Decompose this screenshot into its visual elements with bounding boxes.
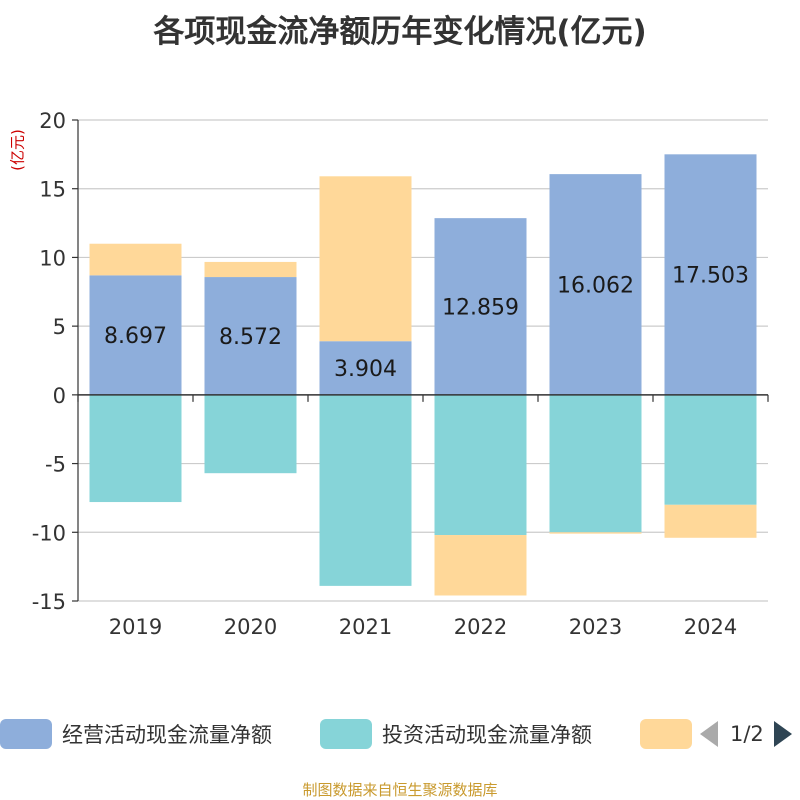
bar-investing-2023[interactable]	[549, 394, 642, 533]
stacked-bar-chart: 20 15 10 5 0 -5 -10 -15 2019 2020 2021 2022 2023 2024…	[32, 109, 769, 639]
legend-item-investing[interactable]: 投资活动现金流量净额	[320, 716, 592, 752]
legend-swatch-financing	[640, 719, 692, 749]
bar-operating-2020[interactable]	[204, 277, 297, 395]
data-label-operating-2024: 17.503	[672, 264, 749, 289]
bar-financing-2022[interactable]	[434, 535, 527, 596]
bar-financing-2020[interactable]	[204, 261, 297, 278]
data-label-operating-2020: 8.572	[219, 325, 282, 350]
y-tick-label: 5	[53, 315, 66, 339]
data-label-operating-2023: 16.062	[557, 273, 634, 298]
legend-page-indicator: 1/2	[730, 722, 764, 746]
legend-pager: 1/2	[700, 716, 792, 752]
x-tick-label: 2023	[569, 615, 622, 639]
bar-operating-2019[interactable]	[89, 275, 182, 395]
legend-label-operating: 经营活动现金流量净额	[62, 723, 272, 747]
x-tick-label: 2024	[684, 615, 737, 639]
legend-item-operating[interactable]: 经营活动现金流量净额	[0, 716, 272, 752]
bar-investing-2021[interactable]	[319, 394, 412, 586]
y-tick-label: -10	[32, 521, 66, 545]
bar-investing-2020[interactable]	[204, 394, 297, 474]
legend-swatch-operating	[0, 719, 52, 749]
y-tick-label: -5	[45, 453, 66, 477]
bar-financing-2021[interactable]	[319, 176, 412, 342]
chart-title: 各项现金流净额历年变化情况(亿元)	[153, 14, 647, 50]
x-tick-label: 2020	[224, 615, 277, 639]
legend-swatch-investing	[320, 719, 372, 749]
bar-financing-2019[interactable]	[89, 243, 182, 276]
y-tick-label: -15	[32, 590, 66, 614]
x-tick-label: 2022	[454, 615, 507, 639]
data-label-operating-2022: 12.859	[442, 295, 519, 320]
bar-investing-2024[interactable]	[664, 394, 757, 505]
bar-investing-2019[interactable]	[89, 394, 182, 503]
chart-legend: 经营活动现金流量净额 投资活动现金流量净额	[0, 716, 800, 752]
data-source-note: 制图数据来自恒生聚源数据库	[302, 781, 498, 799]
bar-operating-2022[interactable]	[434, 218, 527, 395]
legend-next-icon[interactable]	[773, 721, 792, 747]
bar-operating-2024[interactable]	[664, 154, 757, 395]
y-tick-label: 20	[39, 109, 66, 133]
data-label-operating-2021: 3.904	[334, 357, 397, 382]
x-tick-label: 2019	[109, 615, 162, 639]
x-tick-label: 2021	[339, 615, 392, 639]
bar-operating-2021[interactable]	[319, 341, 412, 395]
bar-investing-2022[interactable]	[434, 394, 527, 536]
bar-financing-2024[interactable]	[664, 504, 757, 538]
y-tick-label: 15	[39, 178, 66, 202]
y-tick-label: 0	[53, 384, 66, 408]
legend-label-investing: 投资活动现金流量净额	[382, 723, 592, 747]
bar-operating-2023[interactable]	[549, 174, 642, 395]
data-label-operating-2019: 8.697	[104, 324, 167, 349]
bar-financing-2023[interactable]	[549, 532, 642, 534]
legend-item-financing[interactable]	[640, 716, 692, 752]
legend-prev-icon[interactable]	[700, 721, 718, 747]
y-tick-label: 10	[39, 246, 66, 270]
